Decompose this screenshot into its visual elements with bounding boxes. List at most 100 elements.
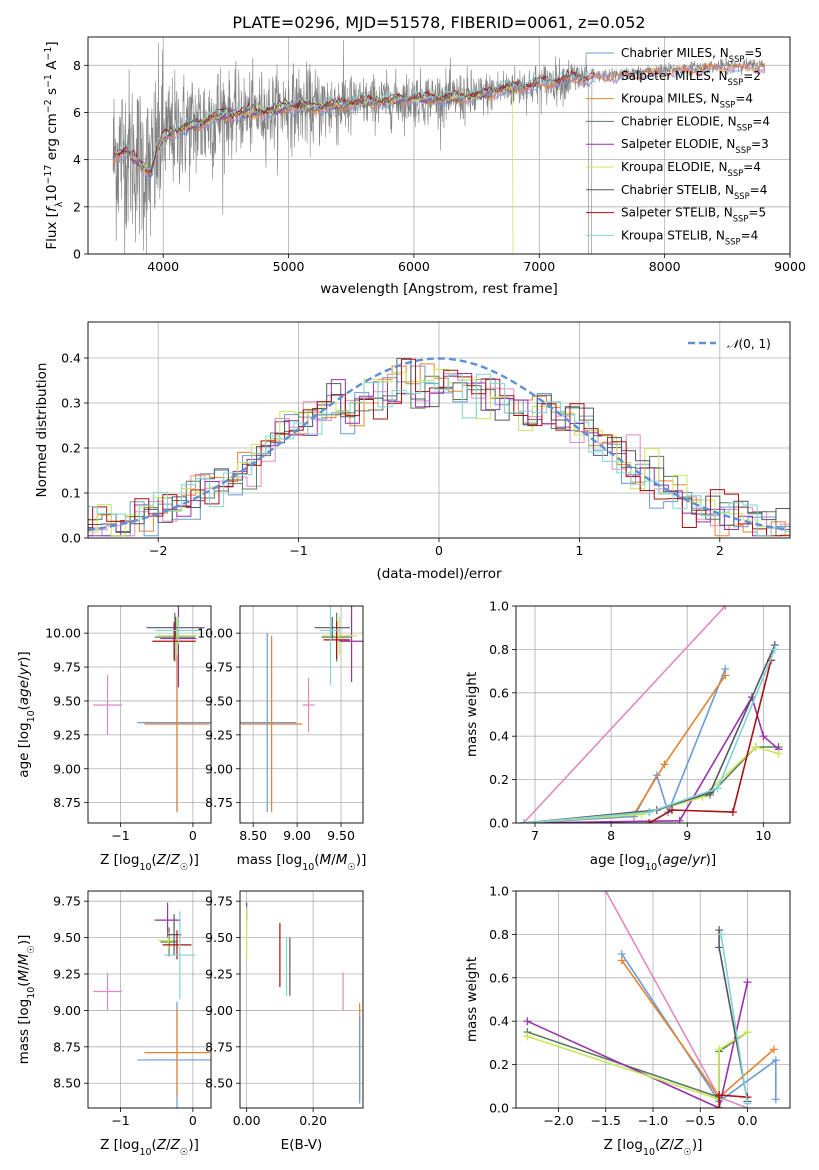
y-tick-label: 9.00 [53,761,81,776]
legend-entry-label: Kroupa ELODIE, NSSP=4 [621,160,761,178]
legend-entry-label: Salpeter ELODIE, NSSP=3 [621,137,769,155]
series-marker [743,1099,752,1108]
y-tick-label: 1.0 [489,884,509,899]
series-marker [728,808,737,817]
x-tick-label: 9.00 [283,828,311,843]
x-axis-label: (data-model)/error [376,566,502,582]
y-tick-label: 8.75 [53,1039,81,1054]
histogram-chabrier-elodie [88,375,790,537]
y-tick-label: 9.25 [53,727,81,742]
mass-weight-vs-age-plot-area [519,606,783,823]
x-tick-label: 6000 [398,259,430,274]
series-marker [523,1032,532,1041]
histogram-kroupa-stelib [88,373,790,537]
x-tick-label: −2 [149,543,167,558]
y-tick-label: 10.00 [45,626,81,641]
model-line-chabrier-elodie [112,84,516,173]
data-point-chabrier-miles [240,633,297,813]
mass-weight-vs-z-ticks: −2.0 −1.5 −1.0 −0.5 0.0 0.0 0.2 0.4 0.6 0.8 1.0 [489,884,757,1129]
y-axis-label: Flux [fλ10−17 erg cm−2 s−1 A−1] [43,41,65,249]
y-tick-label: 8.75 [53,795,81,810]
x-tick-label: 9 [683,828,691,843]
series-marker [645,808,654,817]
series-marker [721,606,730,610]
series-marker [770,645,779,654]
age-vs-z-axes: −1 0 8.75 9.00 9.25 9.50 9.75 10.00 [45,606,211,843]
mass-vs-ebv-grid [240,891,363,1108]
legend-entry-label: Salpeter STELIB, NSSP=5 [621,206,766,224]
x-tick-label: 8 [607,828,615,843]
y-axis-label: mass [log10(M/M☉)] [16,935,37,1065]
y-tick-label: 2 [73,199,81,214]
y-tick-label: 0.3 [61,396,81,411]
series-chabrier-miles [519,664,730,823]
series-marker [751,743,760,752]
y-tick-label: 9.25 [205,967,233,982]
data-point-kroupa-stelib [319,606,342,685]
series-marker [743,978,752,987]
data-point-chabrier-elodie [154,612,196,662]
series-salpeter-elodie [523,978,752,1108]
legend-entry-label: Kroupa STELIB, NSSP=4 [621,228,758,246]
data-point-salpeter-miles [93,675,123,735]
series-line [527,1031,748,1101]
x-tick-label: 9.50 [327,828,355,843]
y-tick-label: 0.6 [489,685,509,700]
legend-entry-label: Kroupa MILES, NSSP=4 [621,92,753,110]
y-tick-label: 1.0 [489,599,509,614]
spectrum-plot-area [112,40,766,254]
y-tick-label: 9.25 [53,967,81,982]
data-point-salpeter-miles [302,677,315,733]
y-tick-label: 8.75 [205,1039,233,1054]
residual-histogram-frame [87,321,791,539]
y-tick-label: 9.75 [205,660,233,675]
data-point-kroupa-stelib [163,911,196,999]
series-marker [715,1090,724,1099]
series-line [648,660,772,823]
series-marker [668,805,677,814]
x-axis-label: Z [log10(Z/Z☉)] [604,1137,703,1158]
mass-weight-vs-z-plot-area [523,891,780,1108]
mass-weight-vs-age-ticks: 7 8 9 10 0.0 0.2 0.4 0.6 0.8 1.0 [489,599,771,844]
series-marker [774,749,783,758]
series-line [523,695,780,823]
age-vs-mass-plot-area [240,606,363,813]
x-tick-label: 9000 [774,259,806,274]
x-tick-label: 8000 [649,259,681,274]
mass-vs-z-ticks: −1 0 8.50 8.75 9.00 9.25 9.50 9.75 [53,894,197,1128]
residual-histogram-grid [88,322,790,539]
y-tick-label: 10.00 [197,626,233,641]
series-marker [617,956,626,965]
spectrum-ticks: 4000 5000 6000 7000 8000 9000 0 2 4 6 8 [73,58,806,274]
y-axis-label: age [log10(age/yr)] [16,651,37,777]
age-vs-z-ticks: −1 0 8.75 9.00 9.25 9.50 9.75 10.00 [45,626,197,843]
series-line [621,959,775,1099]
series-kroupa-miles [519,671,730,823]
series-line [523,606,726,823]
y-tick-label: 0.0 [61,531,81,546]
series-line [523,649,776,823]
data-point-kroupa-elodie [156,616,198,655]
histogram-salpeter-elodie [88,373,790,537]
y-axis-label: Normed distribution [34,363,50,498]
y-tick-label: 9.75 [205,894,233,909]
series-marker [601,891,610,895]
legend-entry-label: Salpeter MILES, NSSP=2 [621,69,761,87]
y-tick-label: 9.50 [53,693,81,708]
series-marker [519,819,528,823]
histogram-kroupa-elodie [88,369,790,537]
mass-vs-z-grid [88,891,211,1108]
data-point-salpeter-elodie [154,902,181,938]
mass-vs-ebv-ticks: 0.00 0.20 8.50 8.75 9.00 9.25 9.50 9.75 [205,894,327,1128]
data-point-salpeter-miles [93,972,123,1011]
series-marker [717,930,726,939]
y-tick-label: 9.75 [53,894,81,909]
y-tick-label: 0.4 [489,1014,509,1029]
series-marker [769,1045,778,1054]
x-axis-label: wavelength [Angstrom, rest frame] [320,281,558,297]
legend-entry-label: 𝒩(0, 1) [727,337,771,351]
x-tick-label: −0.5 [685,1113,715,1128]
series-marker [771,1056,780,1065]
y-tick-label: 9.50 [205,693,233,708]
y-tick-label: 0.2 [61,441,81,456]
